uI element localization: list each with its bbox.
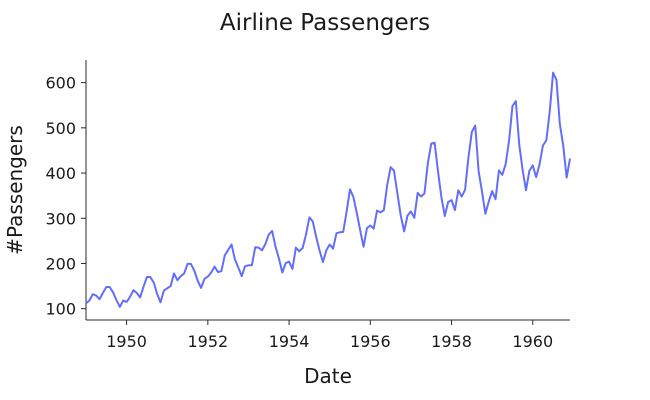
y-axis-ticks: 100 200 300 400 500 600 bbox=[45, 74, 86, 319]
x-axis-ticks: 1950 1952 1954 1956 1958 1960 bbox=[106, 320, 553, 351]
x-tick-label: 1960 bbox=[512, 332, 553, 351]
y-tick-label: 200 bbox=[45, 254, 76, 273]
y-tick-label: 500 bbox=[45, 119, 76, 138]
x-tick-label: 1954 bbox=[269, 332, 310, 351]
y-tick-label: 400 bbox=[45, 164, 76, 183]
x-axis-title: Date bbox=[304, 364, 352, 388]
plot-area bbox=[85, 60, 571, 321]
y-tick-label: 600 bbox=[45, 74, 76, 93]
chart-title: Airline Passengers bbox=[220, 10, 430, 36]
passengers-line bbox=[85, 71, 571, 308]
x-tick-label: 1958 bbox=[431, 332, 472, 351]
x-tick-label: 1956 bbox=[350, 332, 391, 351]
x-tick-label: 1952 bbox=[187, 332, 228, 351]
y-tick-label: 100 bbox=[45, 300, 76, 319]
y-axis-title: #Passengers bbox=[3, 125, 27, 255]
y-tick-label: 300 bbox=[45, 209, 76, 228]
x-tick-label: 1950 bbox=[106, 332, 147, 351]
